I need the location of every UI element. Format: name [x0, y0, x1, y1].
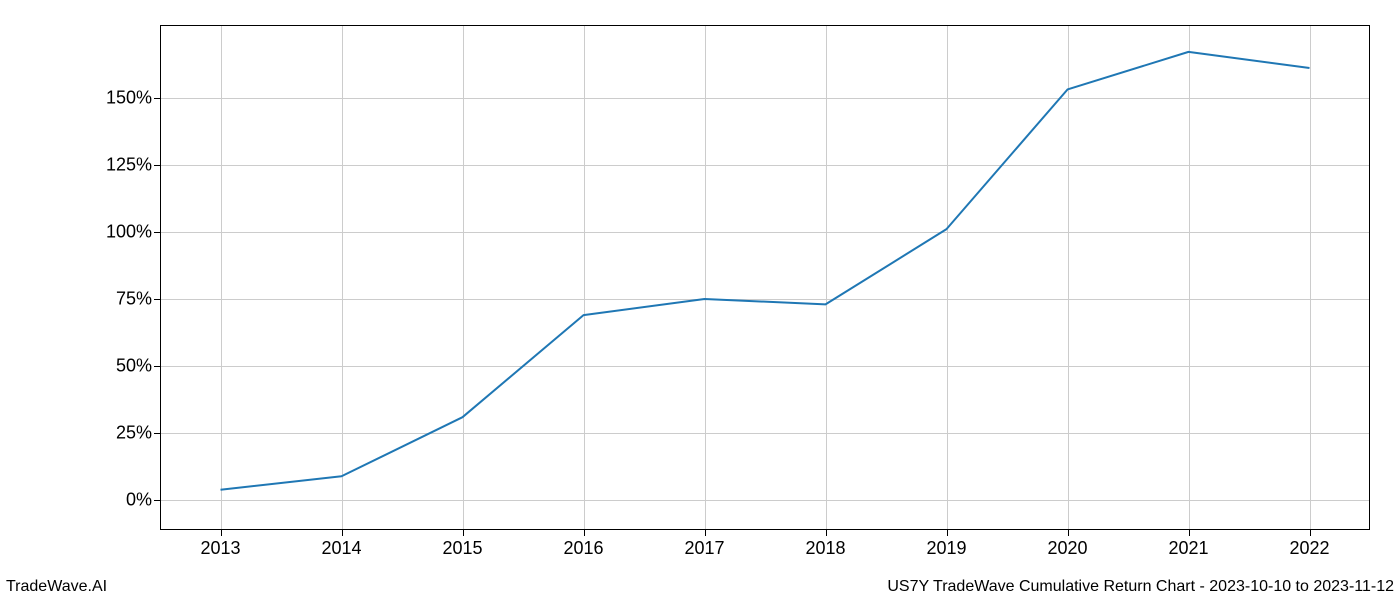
- x-tick-label: 2021: [1168, 538, 1208, 559]
- y-tick-label: 75%: [116, 288, 152, 309]
- y-tick-label: 100%: [106, 221, 152, 242]
- x-tick-mark: [705, 530, 706, 536]
- y-tick-label: 125%: [106, 154, 152, 175]
- x-tick-label: 2018: [805, 538, 845, 559]
- x-tick-label: 2022: [1289, 538, 1329, 559]
- chart-container: 0% 25% 50% 75% 100% 125% 150% 2013 2014 2015 2016 2…: [0, 0, 1400, 600]
- x-tick-mark: [1310, 530, 1311, 536]
- plot-area: 0%25%50%75%100%125%150%20132014201520162…: [160, 25, 1370, 530]
- footer-right-label: US7Y TradeWave Cumulative Return Chart -…: [887, 578, 1394, 596]
- footer-left-label: TradeWave.AI: [6, 578, 107, 596]
- x-tick-label: 2017: [684, 538, 724, 559]
- x-tick-mark: [221, 530, 222, 536]
- y-tick-label: 0%: [126, 490, 152, 511]
- x-tick-label: 2019: [926, 538, 966, 559]
- x-tick-label: 2016: [563, 538, 603, 559]
- x-tick-mark: [584, 530, 585, 536]
- y-tick-label: 150%: [106, 87, 152, 108]
- x-tick-label: 2020: [1047, 538, 1087, 559]
- x-tick-mark: [947, 530, 948, 536]
- x-tick-label: 2014: [321, 538, 361, 559]
- x-tick-mark: [342, 530, 343, 536]
- line-series: [160, 25, 1370, 530]
- y-tick-label: 25%: [116, 423, 152, 444]
- x-tick-mark: [826, 530, 827, 536]
- x-tick-label: 2015: [442, 538, 482, 559]
- x-tick-mark: [1189, 530, 1190, 536]
- y-tick-label: 50%: [116, 356, 152, 377]
- x-tick-label: 2013: [200, 538, 240, 559]
- x-tick-mark: [1068, 530, 1069, 536]
- x-tick-mark: [463, 530, 464, 536]
